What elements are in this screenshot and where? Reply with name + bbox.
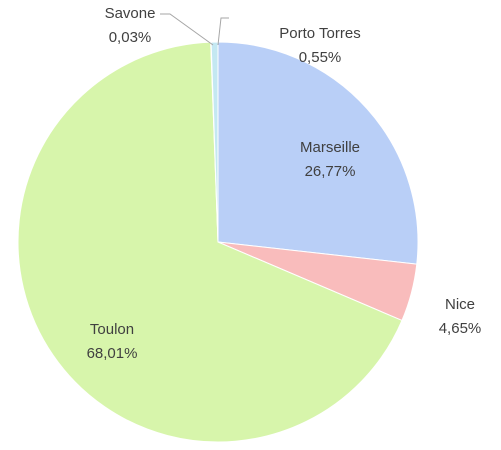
slice-label: Marseille: [300, 139, 360, 156]
slice-value: 0,55%: [299, 49, 342, 66]
slice-label: Porto Torres: [279, 25, 360, 42]
leader-line: [217, 17, 229, 46]
leader-line: [160, 13, 214, 46]
pie-slice: [217, 41, 419, 265]
pie-slice: [17, 41, 403, 443]
slice-value: 26,77%: [305, 163, 356, 180]
slice-label: Savone: [105, 5, 156, 22]
slice-value: 4,65%: [439, 320, 482, 337]
slice-value: 68,01%: [87, 345, 138, 362]
slice-label: Toulon: [90, 321, 134, 338]
slice-label: Nice: [445, 296, 475, 313]
slice-value: 0,03%: [109, 29, 152, 46]
